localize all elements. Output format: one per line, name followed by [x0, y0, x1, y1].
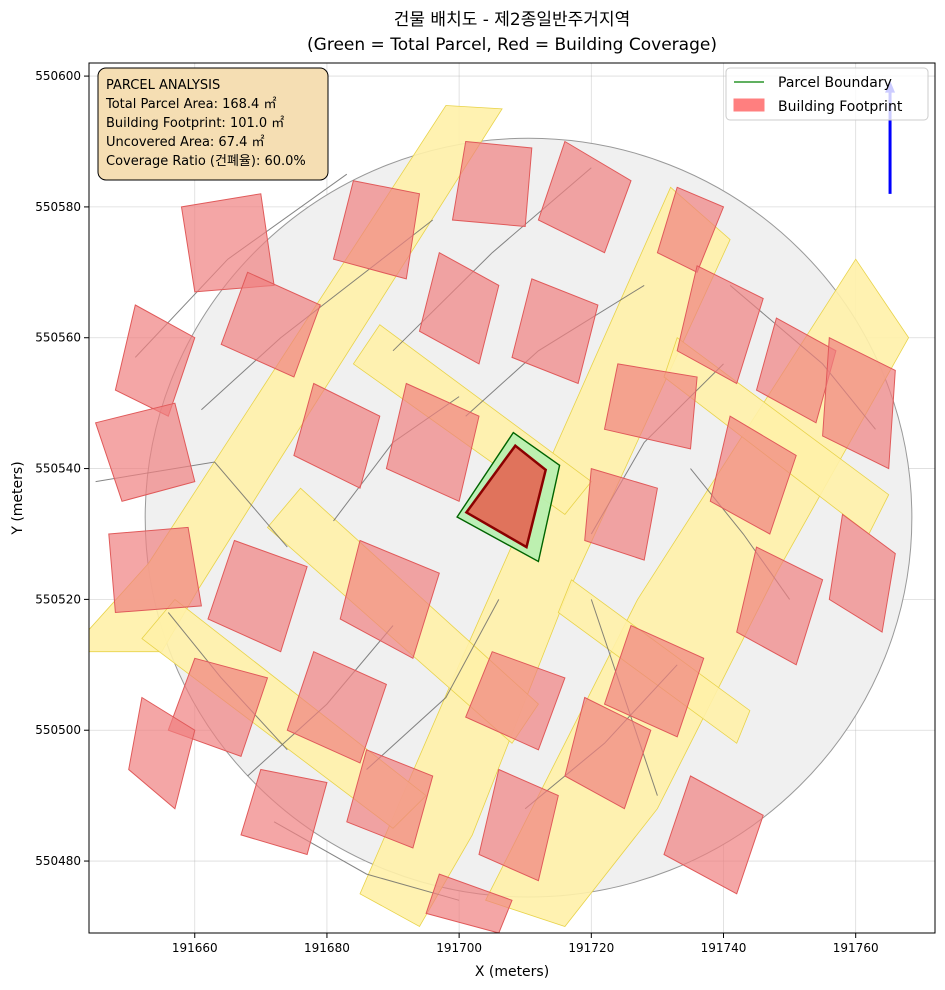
x-tick-label: 191720	[568, 941, 614, 955]
building-footprint	[240, 768, 328, 856]
building-footprint	[451, 140, 533, 228]
building-footprint	[286, 651, 388, 764]
y-tick-label: 550520	[35, 592, 81, 606]
map-layer	[89, 105, 913, 933]
building-footprint	[108, 526, 202, 614]
overlay-layer	[456, 80, 896, 563]
y-axis-label: Y (meters)	[10, 461, 26, 535]
building-footprint	[465, 651, 566, 751]
building-footprint	[478, 768, 559, 882]
building-footprint	[755, 317, 837, 424]
x-ticks: 191660 191680 191700 191720 191740 191760	[172, 933, 879, 955]
x-tick-label: 191760	[833, 941, 879, 955]
building-footprint	[822, 336, 896, 470]
chart-title-line1: 건물 배치도 - 제2종일반주거지역	[394, 10, 630, 30]
y-ticks: 550480 550500 550520 550540 550560 550580 5506…	[35, 69, 89, 868]
building-footprint	[676, 265, 764, 385]
y-tick-label: 550480	[35, 854, 81, 868]
parcel-line	[366, 599, 500, 770]
x-tick-label: 191660	[172, 941, 218, 955]
legend: Parcel Boundary Building Footprint	[725, 67, 929, 121]
y-tick-label: 550560	[35, 331, 81, 345]
parcel-info-box: PARCEL ANALYSIS Total Parcel Area: 168.4…	[97, 67, 329, 181]
info-heading: PARCEL ANALYSIS	[106, 78, 220, 93]
building-footprint	[220, 271, 321, 378]
building-footprint	[584, 467, 658, 561]
legend-building-label: Building Footprint	[778, 99, 903, 115]
building-footprint	[663, 775, 764, 895]
building-footprint	[385, 382, 480, 503]
plot-area	[89, 63, 935, 933]
building-footprint	[564, 696, 652, 810]
building-footprint	[425, 873, 513, 933]
x-tick-label: 191700	[436, 941, 482, 955]
y-tick-label: 550580	[35, 200, 81, 214]
building-footprint	[180, 193, 275, 293]
plot-frame	[88, 62, 936, 934]
building-footprint	[346, 749, 434, 849]
legend-parcel-label: Parcel Boundary	[778, 75, 892, 91]
info-uncovered-area: Uncovered Area: 67.4 ㎡	[106, 135, 265, 150]
building-footprint	[339, 539, 440, 660]
y-tick-label: 550600	[35, 69, 81, 83]
building-footprint	[603, 363, 698, 450]
building-footprint	[207, 539, 308, 653]
chart-title-line2: (Green = Total Parcel, Red = Building Co…	[307, 35, 717, 55]
building-footprint	[418, 251, 500, 365]
info-total-area: Total Parcel Area: 168.4 ㎡	[105, 97, 276, 112]
building-footprint	[293, 382, 381, 489]
y-tick-label: 550540	[35, 462, 81, 476]
y-tick-label: 550500	[35, 723, 81, 737]
subject-building	[464, 443, 548, 550]
building-footprint	[828, 513, 896, 633]
info-box-background	[97, 67, 329, 181]
x-axis-label: X (meters)	[475, 964, 549, 980]
info-coverage-ratio: Coverage Ratio (건폐율): 60.0%	[106, 154, 306, 169]
x-tick-label: 191680	[304, 941, 350, 955]
x-tick-label: 191740	[701, 941, 747, 955]
building-footprint	[709, 415, 797, 535]
building-footprint	[736, 546, 824, 666]
building-footprint	[332, 180, 421, 280]
info-building-footprint: Building Footprint: 101.0 ㎡	[106, 116, 284, 131]
building-footprint	[511, 278, 599, 385]
building-footprint	[94, 402, 196, 502]
building-footprint	[128, 696, 196, 810]
legend-frame	[725, 67, 929, 121]
legend-building-swatch	[733, 98, 765, 112]
building-footprint	[603, 624, 705, 738]
building-footprint	[537, 140, 632, 254]
